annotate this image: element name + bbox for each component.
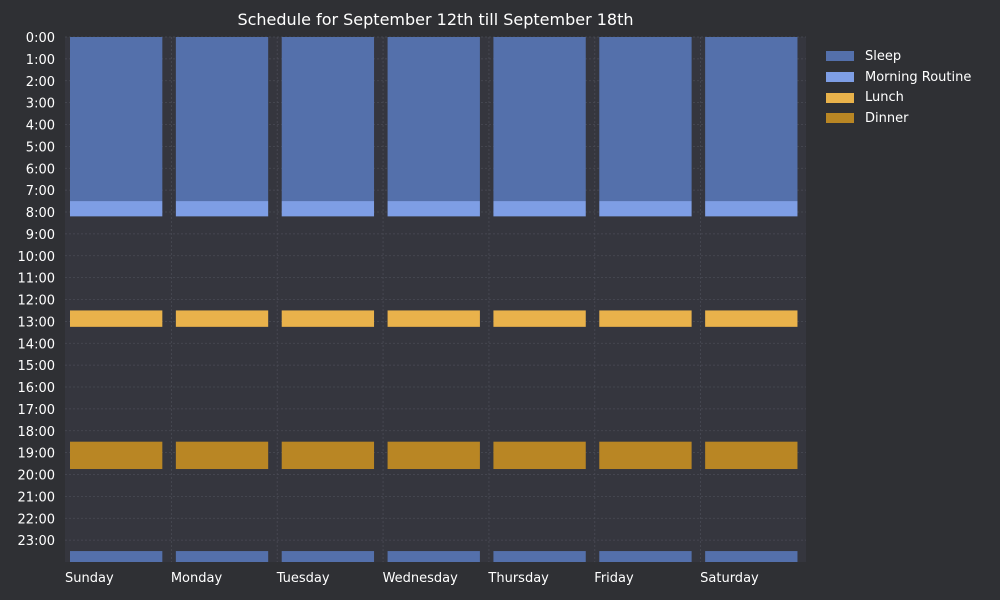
y-tick-label: 10:00	[18, 250, 55, 265]
legend-label: Dinner	[865, 110, 909, 126]
bar-morning-routine-thursday	[493, 201, 586, 217]
y-tick-label: 0:00	[26, 31, 55, 46]
y-tick-label: 12:00	[18, 294, 55, 309]
bar-sleep-friday	[599, 551, 692, 562]
bar-dinner-thursday	[493, 441, 586, 470]
y-tick-label: 11:00	[18, 272, 55, 287]
bar-sleep-wednesday	[387, 37, 480, 202]
y-tick-label: 15:00	[18, 359, 55, 374]
legend-swatch	[826, 51, 854, 62]
x-tick-label: Wednesday	[383, 571, 459, 586]
legend-label: Morning Routine	[865, 69, 972, 85]
bar-dinner-sunday	[70, 441, 163, 470]
x-tick-label: Saturday	[700, 571, 759, 586]
y-tick-label: 21:00	[18, 490, 55, 505]
bar-dinner-monday	[175, 441, 269, 470]
y-tick-label: 4:00	[26, 119, 55, 134]
legend-item: Dinner	[826, 108, 971, 129]
legend-label: Lunch	[865, 90, 904, 106]
bar-sleep-thursday	[493, 551, 586, 562]
bar-sleep-sunday	[70, 551, 163, 562]
x-axis-ticks: Sunday Monday Tuesday Wednesday Thursday Frid…	[65, 571, 759, 586]
bar-morning-routine-tuesday	[281, 201, 375, 217]
legend-item: Morning Routine	[826, 67, 971, 88]
y-tick-label: 22:00	[18, 512, 55, 527]
legend-swatch	[826, 113, 854, 124]
bar-lunch-monday	[175, 310, 269, 327]
x-tick-label: Monday	[171, 571, 223, 586]
y-tick-label: 1:00	[26, 53, 55, 68]
bar-dinner-wednesday	[387, 441, 480, 470]
legend-swatch	[826, 72, 854, 83]
y-tick-label: 8:00	[26, 206, 55, 221]
y-tick-label: 6:00	[26, 162, 55, 177]
y-tick-label: 3:00	[26, 97, 55, 112]
bar-lunch-thursday	[493, 310, 586, 327]
y-tick-label: 23:00	[18, 534, 55, 549]
chart-title: Schedule for September 12th till Septemb…	[237, 10, 634, 29]
bar-sleep-tuesday	[281, 37, 375, 202]
bar-dinner-saturday	[705, 441, 798, 470]
bar-sleep-thursday	[493, 37, 586, 202]
y-tick-label: 14:00	[18, 337, 55, 352]
bar-morning-routine-wednesday	[387, 201, 480, 217]
y-tick-label: 19:00	[18, 447, 55, 462]
y-tick-label: 20:00	[18, 469, 55, 484]
bar-morning-routine-saturday	[705, 201, 798, 217]
bar-sleep-saturday	[705, 37, 798, 202]
bar-sleep-sunday	[70, 37, 163, 202]
bar-morning-routine-friday	[599, 201, 692, 217]
y-tick-label: 7:00	[26, 184, 55, 199]
legend: Sleep Morning Routine Lunch Dinner	[826, 46, 971, 129]
y-tick-label: 2:00	[26, 75, 55, 90]
legend-item: Sleep	[826, 46, 971, 67]
legend-swatch	[826, 92, 854, 103]
bar-sleep-wednesday	[387, 551, 480, 562]
x-tick-label: Thursday	[487, 571, 549, 586]
x-tick-label: Friday	[594, 571, 634, 586]
bar-dinner-tuesday	[281, 441, 375, 470]
y-tick-label: 18:00	[18, 425, 55, 440]
legend-label: Sleep	[865, 48, 902, 64]
bar-dinner-friday	[599, 441, 692, 470]
bar-morning-routine-sunday	[70, 201, 163, 217]
legend-item: Lunch	[826, 87, 971, 108]
y-tick-label: 17:00	[18, 403, 55, 418]
schedule-bars	[70, 37, 798, 562]
bar-lunch-sunday	[70, 310, 163, 327]
bar-sleep-tuesday	[281, 551, 375, 562]
y-axis-ticks: 0:00 1:00 2:00 3:00 4:00 5:00 6:00 7:00 8:00 9:00…	[18, 31, 55, 549]
bar-sleep-saturday	[705, 551, 798, 562]
bar-sleep-friday	[599, 37, 692, 202]
y-tick-label: 16:00	[18, 381, 55, 396]
y-tick-label: 9:00	[26, 228, 55, 243]
y-tick-label: 13:00	[18, 315, 55, 330]
bar-lunch-wednesday	[387, 310, 480, 327]
y-tick-label: 5:00	[26, 140, 55, 155]
bar-sleep-monday	[175, 551, 269, 562]
bar-lunch-friday	[599, 310, 692, 327]
bar-sleep-monday	[175, 37, 269, 202]
bar-morning-routine-monday	[175, 201, 269, 217]
x-tick-label: Tuesday	[276, 571, 330, 586]
x-tick-label: Sunday	[65, 571, 114, 586]
bar-lunch-tuesday	[281, 310, 375, 327]
bar-lunch-saturday	[705, 310, 798, 327]
